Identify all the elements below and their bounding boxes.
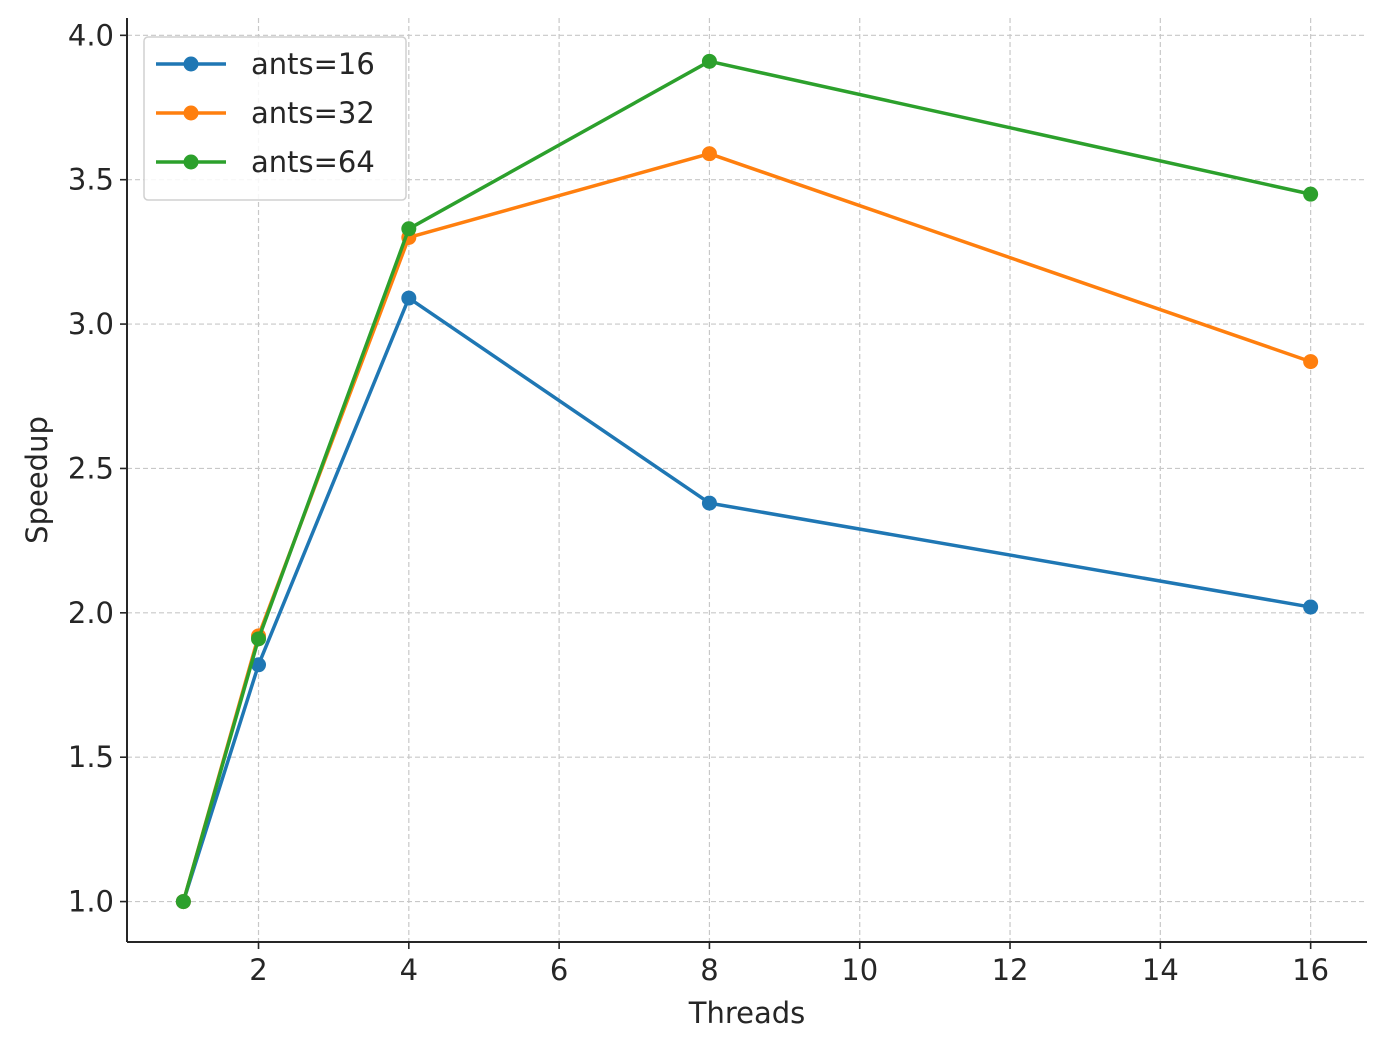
legend-swatch-marker xyxy=(183,154,199,170)
y-tick-label: 3.5 xyxy=(68,163,114,197)
y-tick-label: 1.5 xyxy=(68,740,114,774)
series xyxy=(175,53,1319,910)
data-point xyxy=(401,290,417,306)
legend-label: ants=16 xyxy=(251,47,375,81)
x-tick-label: 8 xyxy=(700,953,718,987)
grid xyxy=(127,18,1367,942)
legend-label: ants=64 xyxy=(251,145,375,179)
data-point xyxy=(1303,354,1319,370)
data-point xyxy=(701,495,717,511)
data-point xyxy=(701,53,717,69)
legend-swatch-marker xyxy=(183,56,199,72)
x-axis-label: Threads xyxy=(688,996,806,1030)
x-tick-label: 6 xyxy=(550,953,568,987)
series-line xyxy=(181,151,1312,903)
data-point xyxy=(1303,186,1319,202)
y-tick-label: 3.0 xyxy=(68,307,114,341)
y-axis-label: Speedup xyxy=(20,416,54,544)
x-tick-label: 12 xyxy=(992,953,1029,987)
y-tick-label: 2.0 xyxy=(68,596,114,630)
series-ants=64 xyxy=(175,53,1319,910)
x-tick-label: 4 xyxy=(400,953,418,987)
legend-label: ants=32 xyxy=(251,96,375,130)
legend-swatch-marker xyxy=(183,105,199,121)
data-point xyxy=(175,894,191,910)
x-tick-label: 2 xyxy=(249,953,267,987)
series-ants=16 xyxy=(175,290,1319,910)
x-tick-label: 14 xyxy=(1142,953,1179,987)
legend: ants=16 ants=32 ants=64 xyxy=(143,36,407,201)
data-point xyxy=(401,221,417,237)
y-tick-label: 1.0 xyxy=(68,885,114,919)
data-point xyxy=(251,631,267,647)
y-tick-label: 2.5 xyxy=(68,451,114,485)
series-ants=32 xyxy=(175,146,1319,910)
y-tick-label: 4.0 xyxy=(68,18,114,52)
data-point xyxy=(251,657,267,673)
legend-item: ants=32 xyxy=(156,96,375,130)
data-point xyxy=(1303,599,1319,615)
x-tick-label: 10 xyxy=(841,953,878,987)
legend-item: ants=64 xyxy=(156,145,375,179)
x-tick-label: 16 xyxy=(1292,953,1329,987)
legend-item: ants=16 xyxy=(156,47,375,81)
data-point xyxy=(701,146,717,162)
legend-box xyxy=(143,36,407,201)
ticks: 2 4 6 8 10 12 14 16 1.0 1.5 2.0 2.5 3.0 3.5 4.0 xyxy=(68,18,1329,987)
